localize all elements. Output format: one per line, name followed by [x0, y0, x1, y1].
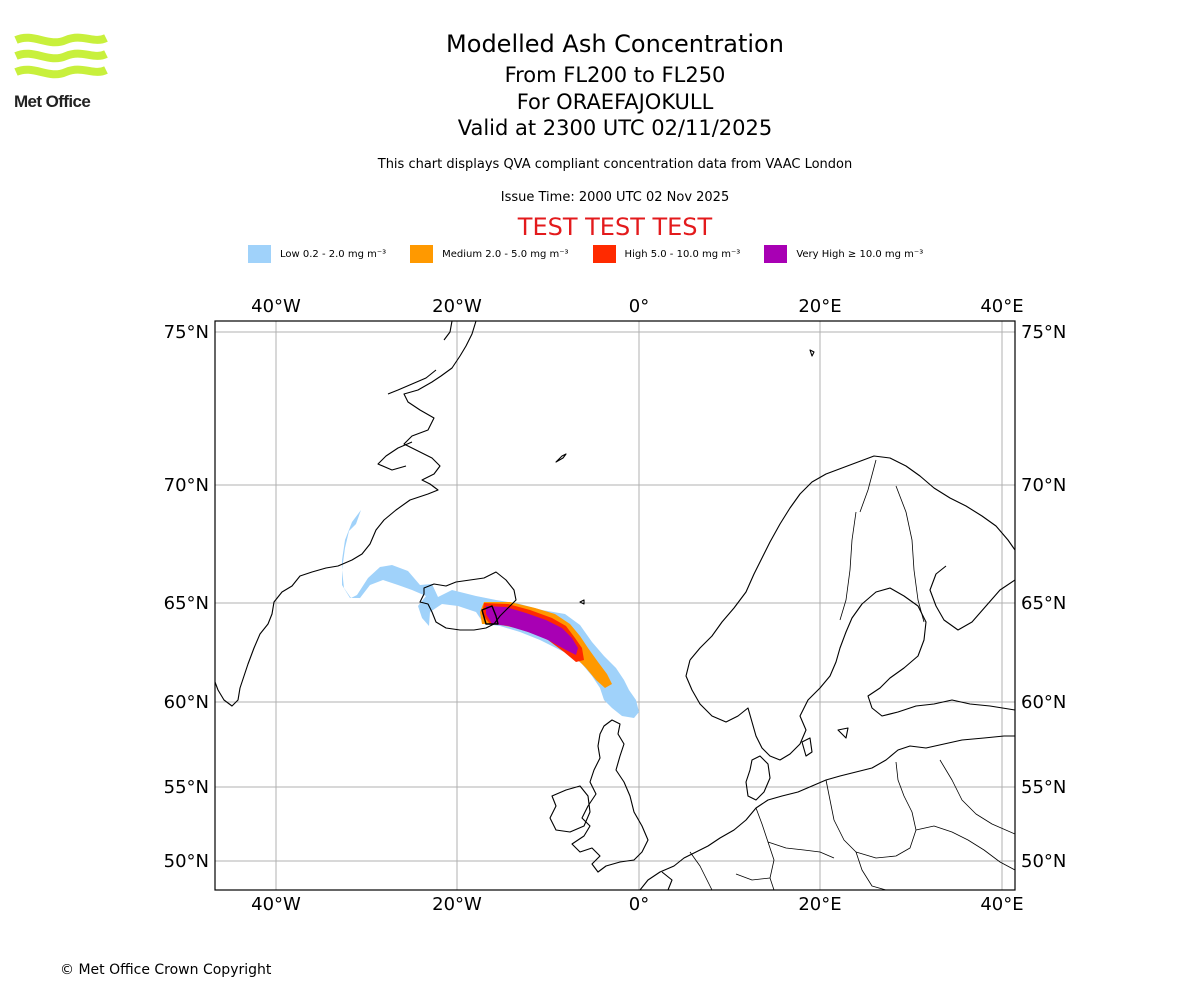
qva-note: This chart displays QVA compliant concen…: [377, 157, 853, 172]
greenland-coast: [215, 321, 477, 707]
lon-tick-bottom: 0°: [629, 894, 649, 915]
logo-wordmark: Met Office: [14, 92, 91, 111]
legend-label-high: High 5.0 - 10.0 mg m⁻³: [624, 248, 741, 260]
lat-ticks-right: 75°N 70°N 65°N 60°N 55°N 50°N: [1021, 322, 1066, 872]
lat-tick-left: 75°N: [164, 322, 209, 343]
map-canvas[interactable]: 40°W 20°W 0° 20°E 40°E 40°W 20°W 0° 20°E…: [0, 280, 1200, 920]
lon-tick-top: 20°W: [432, 296, 482, 317]
legend-swatch-medium: [410, 245, 434, 263]
volcano-marker: [481, 605, 499, 625]
lat-tick-left: 55°N: [164, 777, 209, 798]
legend-item-medium: Medium 2.0 - 5.0 mg m⁻³: [410, 245, 569, 263]
lon-tick-bottom: 20°W: [432, 894, 482, 915]
ash-very-high-region: [486, 606, 578, 655]
lon-tick-bottom: 20°E: [798, 894, 841, 915]
map-frame: [214, 320, 1016, 891]
legend-label-low: Low 0.2 - 2.0 mg m⁻³: [280, 248, 387, 260]
lon-tick-top: 0°: [629, 296, 649, 317]
legend-swatch-high: [592, 245, 616, 263]
issue-time: Issue Time: 2000 UTC 02 Nov 2025: [500, 190, 730, 205]
lat-tick-left: 70°N: [164, 475, 209, 496]
flight-levels: From FL200 to FL250: [504, 63, 726, 87]
iceland-coast: [419, 571, 517, 631]
lat-tick-right: 65°N: [1021, 593, 1066, 614]
lon-tick-top: 40°E: [980, 296, 1023, 317]
lon-tick-bottom: 40°W: [251, 894, 301, 915]
lat-ticks-left: 75°N 70°N 65°N 60°N 55°N 50°N: [164, 322, 209, 872]
legend-item-low: Low 0.2 - 2.0 mg m⁻³: [248, 245, 386, 263]
met-office-logo: [14, 33, 108, 79]
coastlines: [215, 321, 1015, 890]
lat-tick-left: 60°N: [164, 692, 209, 713]
britain-coast: [571, 719, 649, 873]
lat-tick-right: 60°N: [1021, 692, 1066, 713]
lon-ticks-bottom: 40°W 20°W 0° 20°E 40°E: [251, 894, 1023, 915]
legend-swatch-very-high: [764, 245, 788, 263]
legend: Low 0.2 - 2.0 mg m⁻³ Medium 2.0 - 5.0 mg…: [248, 244, 923, 264]
lon-ticks-top: 40°W 20°W 0° 20°E 40°E: [251, 296, 1023, 317]
test-banner: TEST TEST TEST: [517, 213, 713, 241]
lat-tick-right: 75°N: [1021, 322, 1066, 343]
lat-tick-left: 65°N: [164, 593, 209, 614]
lat-tick-right: 50°N: [1021, 851, 1066, 872]
scandinavia-coast: [685, 587, 1015, 761]
legend-label-very-high: Very High ≥ 10.0 mg m⁻³: [796, 248, 924, 260]
graticule: [215, 321, 1015, 890]
map-container: 40°W 20°W 0° 20°E 40°E 40°W 20°W 0° 20°E…: [0, 280, 1200, 920]
legend-swatch-low: [248, 245, 271, 263]
lat-tick-right: 55°N: [1021, 777, 1066, 798]
europe-coast: [639, 735, 1015, 890]
lon-tick-top: 40°W: [251, 296, 301, 317]
copyright: © Met Office Crown Copyright: [60, 962, 272, 978]
chart-title: Modelled Ash Concentration: [446, 30, 784, 58]
lat-tick-right: 70°N: [1021, 475, 1066, 496]
ireland-coast: [549, 785, 591, 833]
denmark-coast: [745, 755, 771, 801]
legend-item-very-high: Very High ≥ 10.0 mg m⁻³: [764, 245, 923, 263]
lon-tick-top: 20°E: [798, 296, 841, 317]
legend-label-medium: Medium 2.0 - 5.0 mg m⁻³: [442, 248, 569, 260]
valid-time: Valid at 2300 UTC 02/11/2025: [457, 116, 773, 140]
legend-item-high: High 5.0 - 10.0 mg m⁻³: [592, 245, 741, 263]
volcano-name: For ORAEFAJOKULL: [516, 90, 714, 114]
lat-tick-left: 50°N: [164, 851, 209, 872]
lon-tick-bottom: 40°E: [980, 894, 1023, 915]
